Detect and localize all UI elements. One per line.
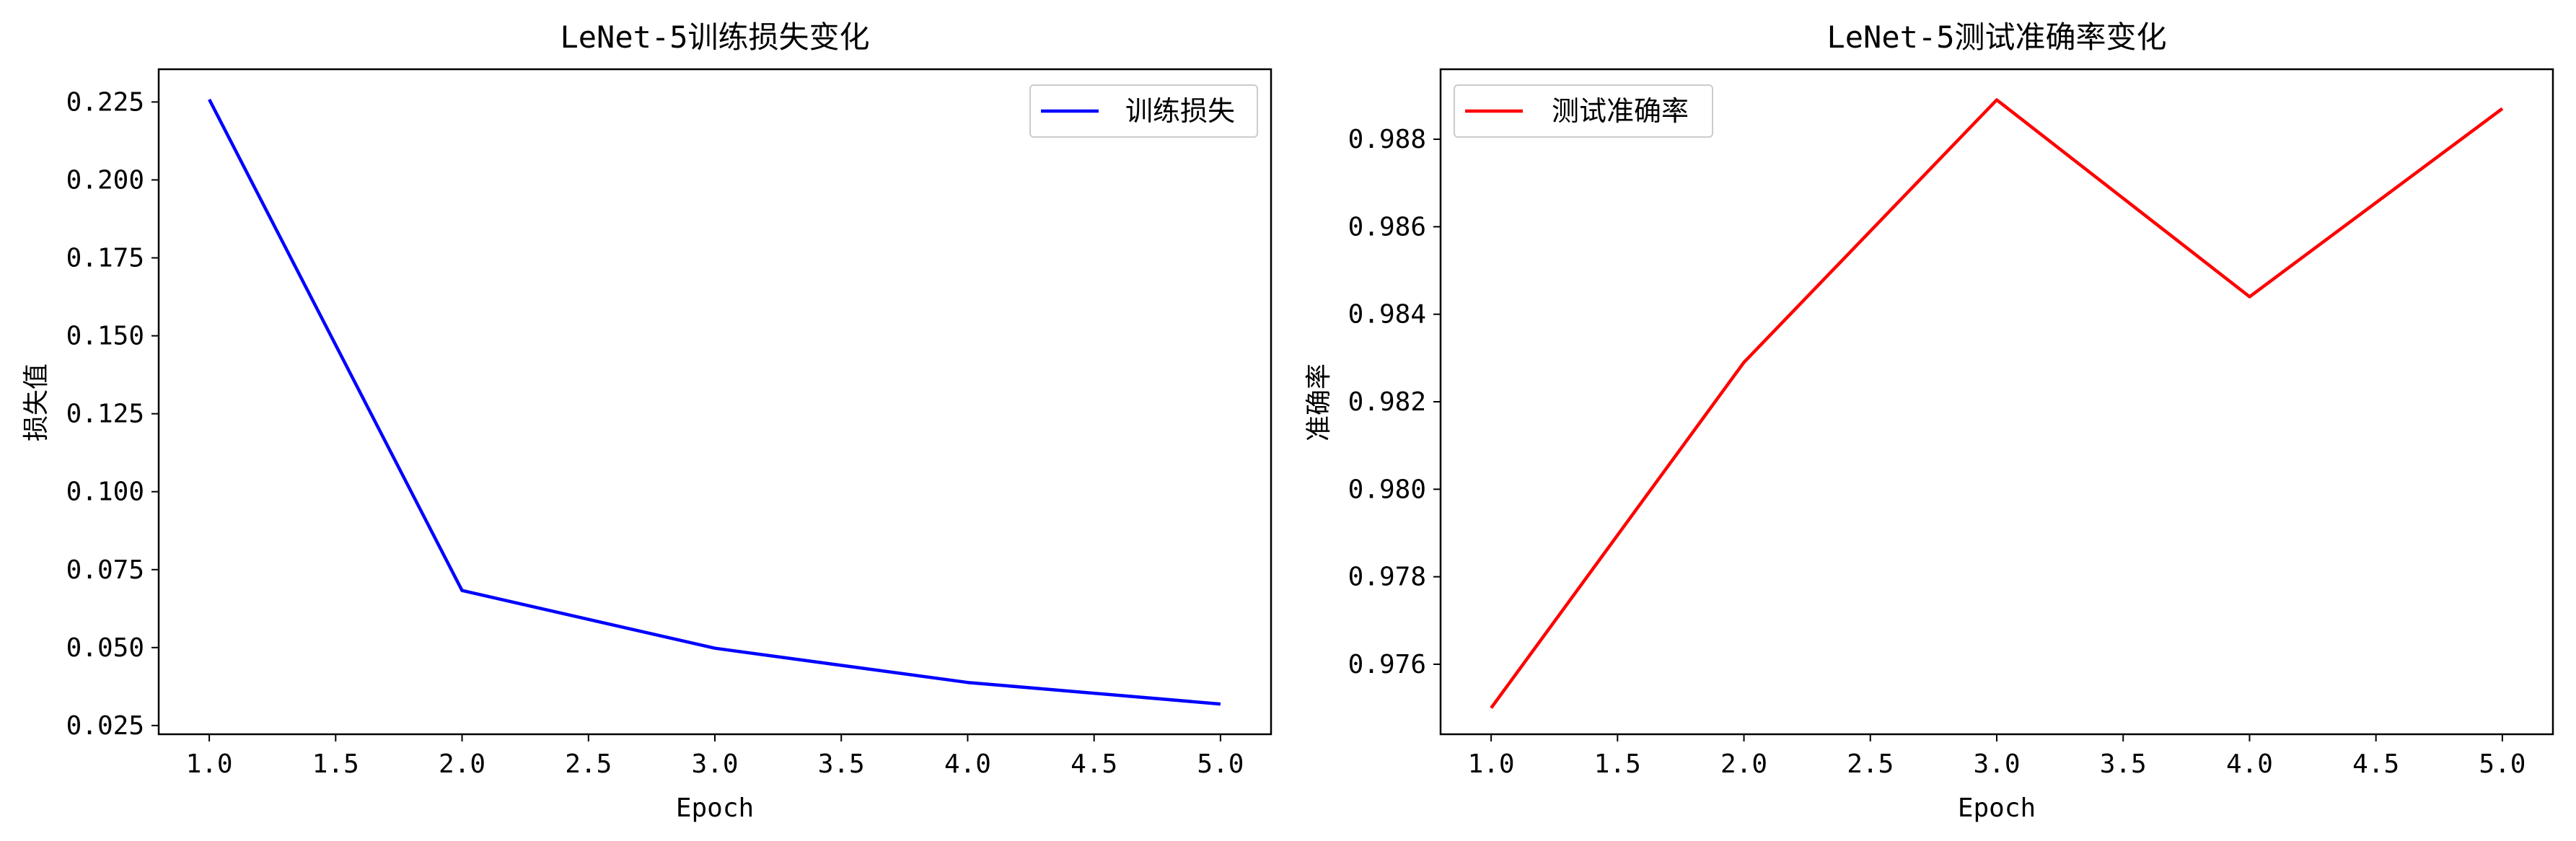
loss-chart-title: LeNet-5训练损失变化: [560, 19, 869, 55]
loss-chart-series: [208, 98, 1221, 706]
loss-chart-y-tick-label: 0.200: [66, 165, 144, 195]
loss-chart-x-tick-label: 2.5: [565, 749, 612, 779]
loss-chart-legend-box: [1029, 84, 1258, 138]
loss-chart-y-tick-label: 0.150: [66, 322, 144, 351]
accuracy-chart-x-tick-label: 4.0: [2226, 749, 2273, 779]
loss-chart-plot-frame: [157, 68, 1272, 736]
loss-chart-ticks: 1.0 1.5 2.0 2.5 3.0 3.5 4.0 4.5 5.0 0.025 0.050 0.0…: [66, 87, 1244, 779]
accuracy-chart-plot-frame: [1439, 68, 2554, 736]
loss-chart-y-tick-label: 0.225: [66, 87, 144, 117]
loss-chart-x-tick-label: 1.0: [186, 749, 233, 779]
accuracy-chart-y-axis-label: 准确率: [1304, 364, 1334, 441]
loss-chart-y-tick-label: 0.175: [66, 244, 144, 273]
loss-chart: LeNet-5训练损失变化 Epoch 损失值 1.0 1.5 2.0 2.5 3.0 3…: [22, 19, 1272, 823]
accuracy-chart-x-axis-label: Epoch: [1958, 793, 2036, 823]
accuracy-chart-legend: 测试准确率: [1454, 84, 1713, 138]
accuracy-chart-series-line: [1490, 98, 2504, 709]
loss-chart-y-tick-label: 0.075: [66, 555, 144, 585]
accuracy-chart-ticks: 1.0 1.5 2.0 2.5 3.0 3.5 4.0 4.5 5.0 0.976 0.978 0.9…: [1348, 125, 2526, 779]
accuracy-chart-legend-label: 测试准确率: [1552, 95, 1689, 127]
accuracy-chart-legend-box: [1454, 84, 1713, 138]
loss-chart-x-tick-label: 1.5: [312, 749, 359, 779]
accuracy-chart-x-tick-label: 2.5: [1847, 749, 1894, 779]
accuracy-chart-x-tick-label: 3.5: [2100, 749, 2147, 779]
accuracy-chart-y-tick-label: 0.980: [1348, 475, 1426, 504]
loss-chart-x-tick-label: 3.0: [691, 749, 738, 779]
accuracy-chart-y-tick-label: 0.986: [1348, 212, 1426, 242]
loss-chart-y-tick-label: 0.050: [66, 633, 144, 663]
accuracy-chart: LeNet-5测试准确率变化 Epoch 准确率 1.0 1.5 2.0 2.5 3.0…: [1304, 19, 2554, 823]
accuracy-chart-y-tick-label: 0.982: [1348, 387, 1426, 417]
loss-chart-y-tick-label: 0.025: [66, 711, 144, 741]
accuracy-chart-title: LeNet-5测试准确率变化: [1827, 19, 2166, 55]
accuracy-chart-y-tick-label: 0.978: [1348, 563, 1426, 592]
accuracy-chart-x-tick-label: 4.5: [2352, 749, 2399, 779]
loss-chart-x-tick-label: 4.5: [1071, 749, 1117, 779]
accuracy-chart-x-tick-label: 2.0: [1720, 749, 1767, 779]
loss-chart-x-axis-label: Epoch: [676, 793, 754, 823]
loss-chart-series-line: [208, 98, 1221, 706]
loss-chart-y-axis-label: 损失值: [22, 364, 51, 441]
loss-chart-x-tick-label: 5.0: [1197, 749, 1244, 779]
loss-chart-y-tick-label: 0.125: [66, 400, 144, 429]
accuracy-chart-x-tick-label: 1.5: [1594, 749, 1641, 779]
accuracy-chart-y-tick-label: 0.984: [1348, 300, 1426, 330]
loss-chart-legend: 训练损失: [1029, 84, 1258, 138]
loss-chart-legend-label: 训练损失: [1125, 95, 1235, 127]
accuracy-chart-y-tick-label: 0.976: [1348, 650, 1426, 679]
accuracy-chart-x-tick-label: 1.0: [1468, 749, 1515, 779]
accuracy-chart-y-tick-label: 0.988: [1348, 125, 1426, 154]
loss-chart-x-tick-label: 2.0: [439, 749, 485, 779]
loss-chart-x-tick-label: 4.0: [944, 749, 991, 779]
accuracy-chart-x-tick-label: 3.0: [1973, 749, 2020, 779]
loss-chart-y-tick-label: 0.100: [66, 477, 144, 507]
accuracy-chart-x-tick-label: 5.0: [2479, 749, 2526, 779]
accuracy-chart-series: [1490, 98, 2504, 709]
loss-chart-x-tick-label: 3.5: [818, 749, 865, 779]
